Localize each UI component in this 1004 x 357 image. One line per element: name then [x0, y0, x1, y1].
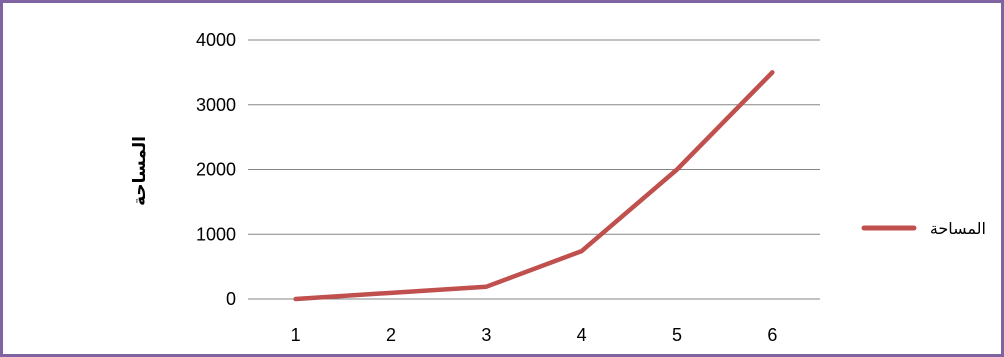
x-tick-label-5: 5	[672, 325, 682, 345]
legend-label: المساحة	[930, 219, 986, 238]
y-tick-label-0: 0	[226, 289, 236, 309]
y-tick-label-3000: 3000	[196, 95, 236, 115]
y-tick-label-4000: 4000	[196, 30, 236, 50]
x-tick-label-1: 1	[291, 325, 301, 345]
y-tick-label-2000: 2000	[196, 160, 236, 180]
grid-lines	[248, 39, 820, 300]
legend: المساحة	[861, 219, 986, 238]
x-tick-label-2: 2	[386, 325, 396, 345]
x-tick-label-6: 6	[767, 325, 777, 345]
series-line-0	[293, 70, 775, 302]
y-axis-label: المساحة	[130, 136, 150, 206]
x-tick-label-4: 4	[577, 325, 587, 345]
y-axis-ticks: 0 1000 2000 3000 4000	[196, 30, 236, 309]
x-axis-ticks: 1 2 3 4 5 6	[291, 325, 778, 345]
y-tick-label-1000: 1000	[196, 224, 236, 244]
series-group	[293, 70, 775, 302]
x-tick-label-3: 3	[481, 325, 491, 345]
